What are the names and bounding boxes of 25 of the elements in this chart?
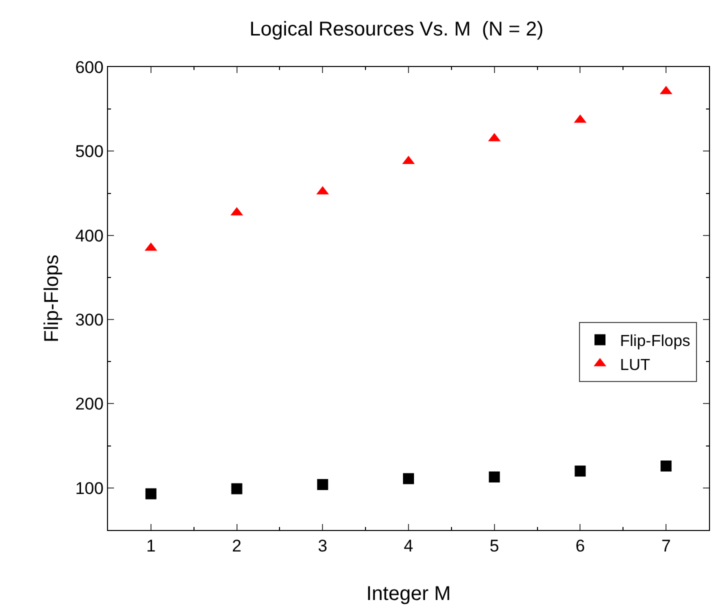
x-tick-label: 4 bbox=[404, 536, 414, 556]
point bbox=[574, 466, 586, 477]
x-tick-label: 3 bbox=[318, 536, 328, 556]
point bbox=[145, 488, 156, 500]
y-tick-label: 600 bbox=[75, 58, 104, 77]
chart-title: Logical Resources Vs. M (N = 2) bbox=[250, 18, 544, 40]
point bbox=[403, 473, 414, 484]
x-tick-label: 1 bbox=[146, 536, 156, 556]
legend-label: Flip-Flops bbox=[620, 332, 690, 350]
x-axis-title: Integer M bbox=[366, 583, 451, 605]
x-tick-label: 6 bbox=[575, 536, 585, 556]
legend-label: LUT bbox=[620, 356, 650, 374]
y-tick-label: 500 bbox=[75, 142, 104, 162]
x-tick-label: 2 bbox=[232, 536, 242, 556]
y-tick-label: 400 bbox=[75, 226, 104, 246]
y-tick-label: 100 bbox=[75, 478, 104, 498]
x-tick-label: 7 bbox=[661, 536, 671, 556]
y-tick-label: 200 bbox=[75, 394, 104, 414]
y-tick-label: 300 bbox=[75, 310, 104, 330]
x-tick-label: 5 bbox=[490, 536, 500, 556]
point bbox=[488, 471, 500, 482]
point bbox=[231, 483, 242, 494]
point bbox=[660, 460, 672, 472]
point bbox=[317, 479, 328, 490]
y-axis-title: Flip-Flops bbox=[41, 254, 63, 342]
